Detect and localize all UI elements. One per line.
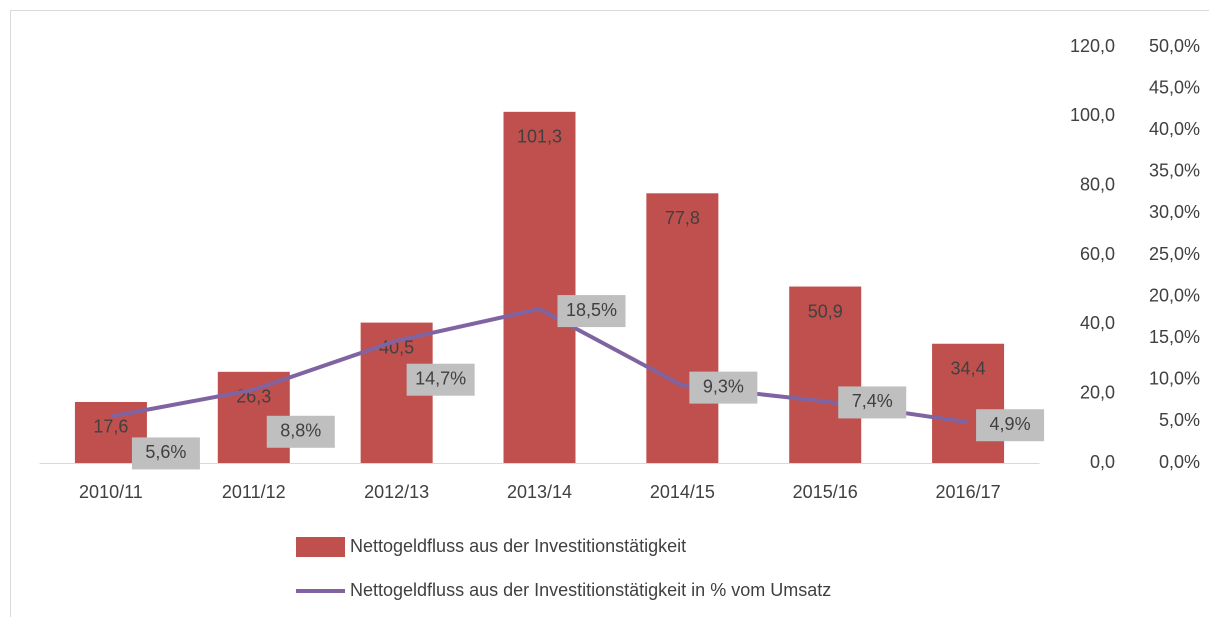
bar-label: 17,6 xyxy=(93,417,128,437)
x-tick-label: 2013/14 xyxy=(507,482,572,502)
line xyxy=(110,307,969,425)
y2-tick-label: 40,0% xyxy=(1149,119,1200,139)
y2-tick-label: 30,0% xyxy=(1149,202,1200,222)
x-tick-label: 2016/17 xyxy=(936,482,1001,502)
legend-swatch xyxy=(296,537,345,557)
y2-tick-label: 0,0% xyxy=(1159,452,1200,472)
line-label: 14,7% xyxy=(415,368,466,388)
x-tick-label: 2015/16 xyxy=(793,482,858,502)
bar-label: 77,8 xyxy=(665,208,700,228)
y2-tick-label: 50,0% xyxy=(1149,36,1200,56)
y2-tick-label: 25,0% xyxy=(1149,244,1200,264)
bar-label: 50,9 xyxy=(808,301,843,321)
bar-label: 34,4 xyxy=(951,358,986,378)
y2-tick-label: 5,0% xyxy=(1159,410,1200,430)
y-tick-label: 100,0 xyxy=(1070,105,1115,125)
bar xyxy=(646,193,719,463)
bar xyxy=(789,286,862,463)
y-tick-label: 120,0 xyxy=(1070,36,1115,56)
y-tick-label: 20,0 xyxy=(1080,382,1115,402)
x-tick-label: 2011/12 xyxy=(222,482,286,502)
line-label-box xyxy=(266,415,335,448)
line-label: 4,9% xyxy=(990,414,1031,434)
line-label-box xyxy=(689,371,758,404)
y2-tick-label: 20,0% xyxy=(1149,285,1200,305)
line-label: 7,4% xyxy=(852,391,893,411)
line-label: 9,3% xyxy=(703,376,744,396)
y-tick-label: 0,0 xyxy=(1090,452,1115,472)
bar xyxy=(503,111,576,464)
line-label-box xyxy=(406,363,475,396)
chart-frame xyxy=(10,10,1209,617)
y-tick-label: 60,0 xyxy=(1080,244,1115,264)
line-label-box xyxy=(131,437,200,470)
line-label-box xyxy=(976,409,1045,442)
bar xyxy=(932,343,1005,463)
line-label-box xyxy=(838,386,907,419)
legend-label: Nettogeldfluss aus der Investitionstätig… xyxy=(350,580,831,600)
line-label-box xyxy=(557,295,626,328)
y2-tick-label: 35,0% xyxy=(1149,161,1200,181)
y2-tick-label: 15,0% xyxy=(1149,327,1200,347)
y-tick-label: 80,0 xyxy=(1080,174,1115,194)
line-label: 8,8% xyxy=(280,421,321,441)
x-tick-label: 2014/15 xyxy=(650,482,715,502)
x-tick-label: 2010/11 xyxy=(79,482,143,502)
y-tick-label: 40,0 xyxy=(1080,313,1115,333)
legend-label: Nettogeldfluss aus der Investitionstätig… xyxy=(350,536,686,556)
bar-label: 101,3 xyxy=(517,127,562,147)
line-label: 5,6% xyxy=(145,442,186,462)
y2-tick-label: 10,0% xyxy=(1149,369,1200,389)
line-label: 18,5% xyxy=(566,300,617,320)
x-tick-label: 2012/13 xyxy=(364,482,429,502)
y2-tick-label: 45,0% xyxy=(1149,77,1200,97)
